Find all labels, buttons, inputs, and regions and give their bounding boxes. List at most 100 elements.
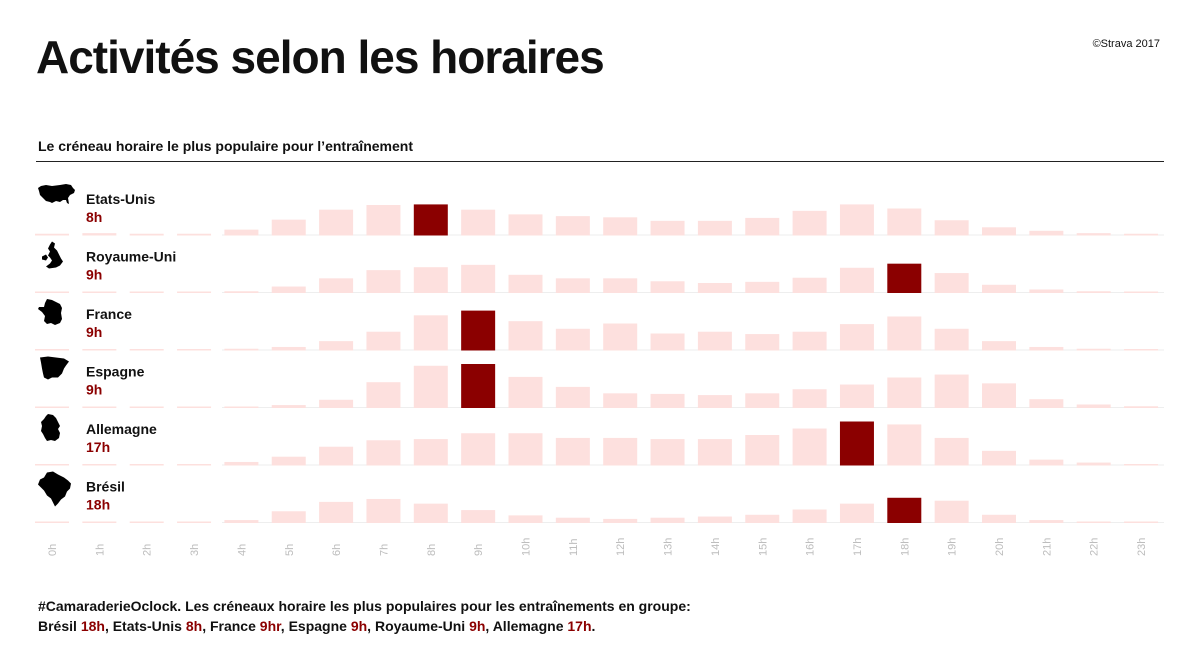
bar	[697, 331, 732, 351]
bar	[224, 291, 259, 293]
bar	[697, 220, 732, 236]
peak-bar	[461, 310, 496, 351]
bar	[934, 500, 969, 523]
bar	[271, 219, 306, 236]
bar	[366, 382, 401, 408]
bar	[366, 270, 401, 293]
bar	[745, 434, 780, 466]
peak-hour-label: 8h	[86, 209, 102, 225]
bar	[224, 348, 259, 351]
x-tick-label: 18h	[899, 538, 911, 556]
footer-country: France	[209, 618, 260, 634]
x-tick-label: 11h	[568, 538, 580, 556]
peak-hour-label: 9h	[86, 324, 102, 340]
bar	[887, 424, 922, 466]
bar	[224, 461, 259, 466]
bar	[982, 514, 1016, 523]
footer-country: Allemagne	[492, 618, 568, 634]
bar	[35, 406, 69, 408]
peak-bar	[887, 263, 922, 293]
bar	[319, 446, 354, 466]
bar	[887, 208, 922, 236]
x-tick-label: 23h	[1136, 538, 1148, 556]
bar	[650, 439, 685, 466]
bar	[224, 520, 259, 523]
bar	[461, 264, 496, 293]
bar	[271, 286, 306, 293]
footer-hour: 9hr	[259, 618, 281, 634]
country-name: Royaume-Uni	[86, 249, 176, 265]
bar	[177, 233, 212, 236]
bar	[224, 229, 259, 236]
bar	[413, 365, 448, 408]
bar	[461, 433, 496, 466]
bar	[508, 274, 543, 293]
bar	[555, 278, 590, 293]
peak-bar	[839, 421, 874, 466]
bar	[745, 334, 780, 351]
footer-hour: 8h	[185, 618, 203, 634]
country-name: Brésil	[86, 479, 125, 495]
bar	[35, 521, 69, 523]
x-tick-label: 8h	[426, 544, 438, 556]
footer-line-1: #CamaraderieOclock. Les créneaux horaire…	[38, 598, 691, 614]
bar	[82, 291, 117, 293]
footer-separator: ,	[485, 618, 493, 634]
footer-hour: 9h	[469, 618, 486, 634]
bar	[224, 406, 259, 408]
bar	[650, 281, 685, 293]
bar	[319, 209, 354, 236]
bar	[555, 517, 590, 523]
footer-separator: ,	[280, 618, 289, 634]
x-tick-label: 3h	[189, 544, 201, 556]
bar	[792, 210, 827, 236]
country-name: Etats-Unis	[86, 191, 155, 207]
bar	[745, 281, 780, 293]
bar	[792, 277, 827, 293]
bar	[177, 291, 212, 293]
footer-separator: ,	[104, 618, 113, 634]
bar	[1124, 464, 1159, 466]
subtitle-divider	[36, 161, 1164, 162]
bar	[603, 437, 638, 466]
bar	[1076, 291, 1111, 293]
footer-country: Etats-Unis	[112, 618, 186, 634]
bar	[129, 464, 164, 466]
bar	[366, 440, 401, 466]
bar	[413, 439, 448, 466]
bar	[1029, 399, 1064, 408]
usa-map-icon	[38, 184, 75, 204]
activity-heat-bars-chart: Etats-Unis8hRoyaume-Uni9hFrance9hEspagne…	[35, 184, 1164, 556]
bar	[1029, 230, 1064, 236]
bar	[319, 501, 354, 523]
x-tick-label: 4h	[236, 544, 248, 556]
bar	[413, 315, 448, 351]
brazil-map-icon	[38, 471, 71, 507]
bar	[1029, 459, 1064, 466]
x-tick-label: 15h	[757, 538, 769, 556]
bar	[982, 383, 1016, 408]
bar	[792, 428, 827, 466]
bar	[177, 464, 212, 466]
country-row: France 9h	[35, 299, 1164, 351]
bar	[413, 503, 448, 523]
bar	[555, 216, 590, 236]
footer-note: #CamaraderieOclock. Les créneaux horaire…	[38, 596, 691, 636]
bar	[319, 278, 354, 293]
bar	[271, 511, 306, 523]
bar	[461, 209, 496, 236]
bar	[603, 217, 638, 236]
bar	[508, 214, 543, 236]
chart-subtitle: Le créneau horaire le plus populaire pou…	[38, 138, 413, 154]
footer-hour: 17h	[567, 618, 592, 634]
x-tick-label: 16h	[805, 538, 817, 556]
country-row: Royaume-Uni 9h	[35, 241, 1164, 293]
bar	[508, 321, 543, 351]
bar	[129, 406, 164, 408]
peak-bar	[887, 497, 922, 523]
bar	[82, 233, 117, 236]
bar	[555, 386, 590, 408]
x-tick-label: 12h	[615, 538, 627, 556]
bar	[745, 393, 780, 408]
bar	[35, 233, 69, 236]
